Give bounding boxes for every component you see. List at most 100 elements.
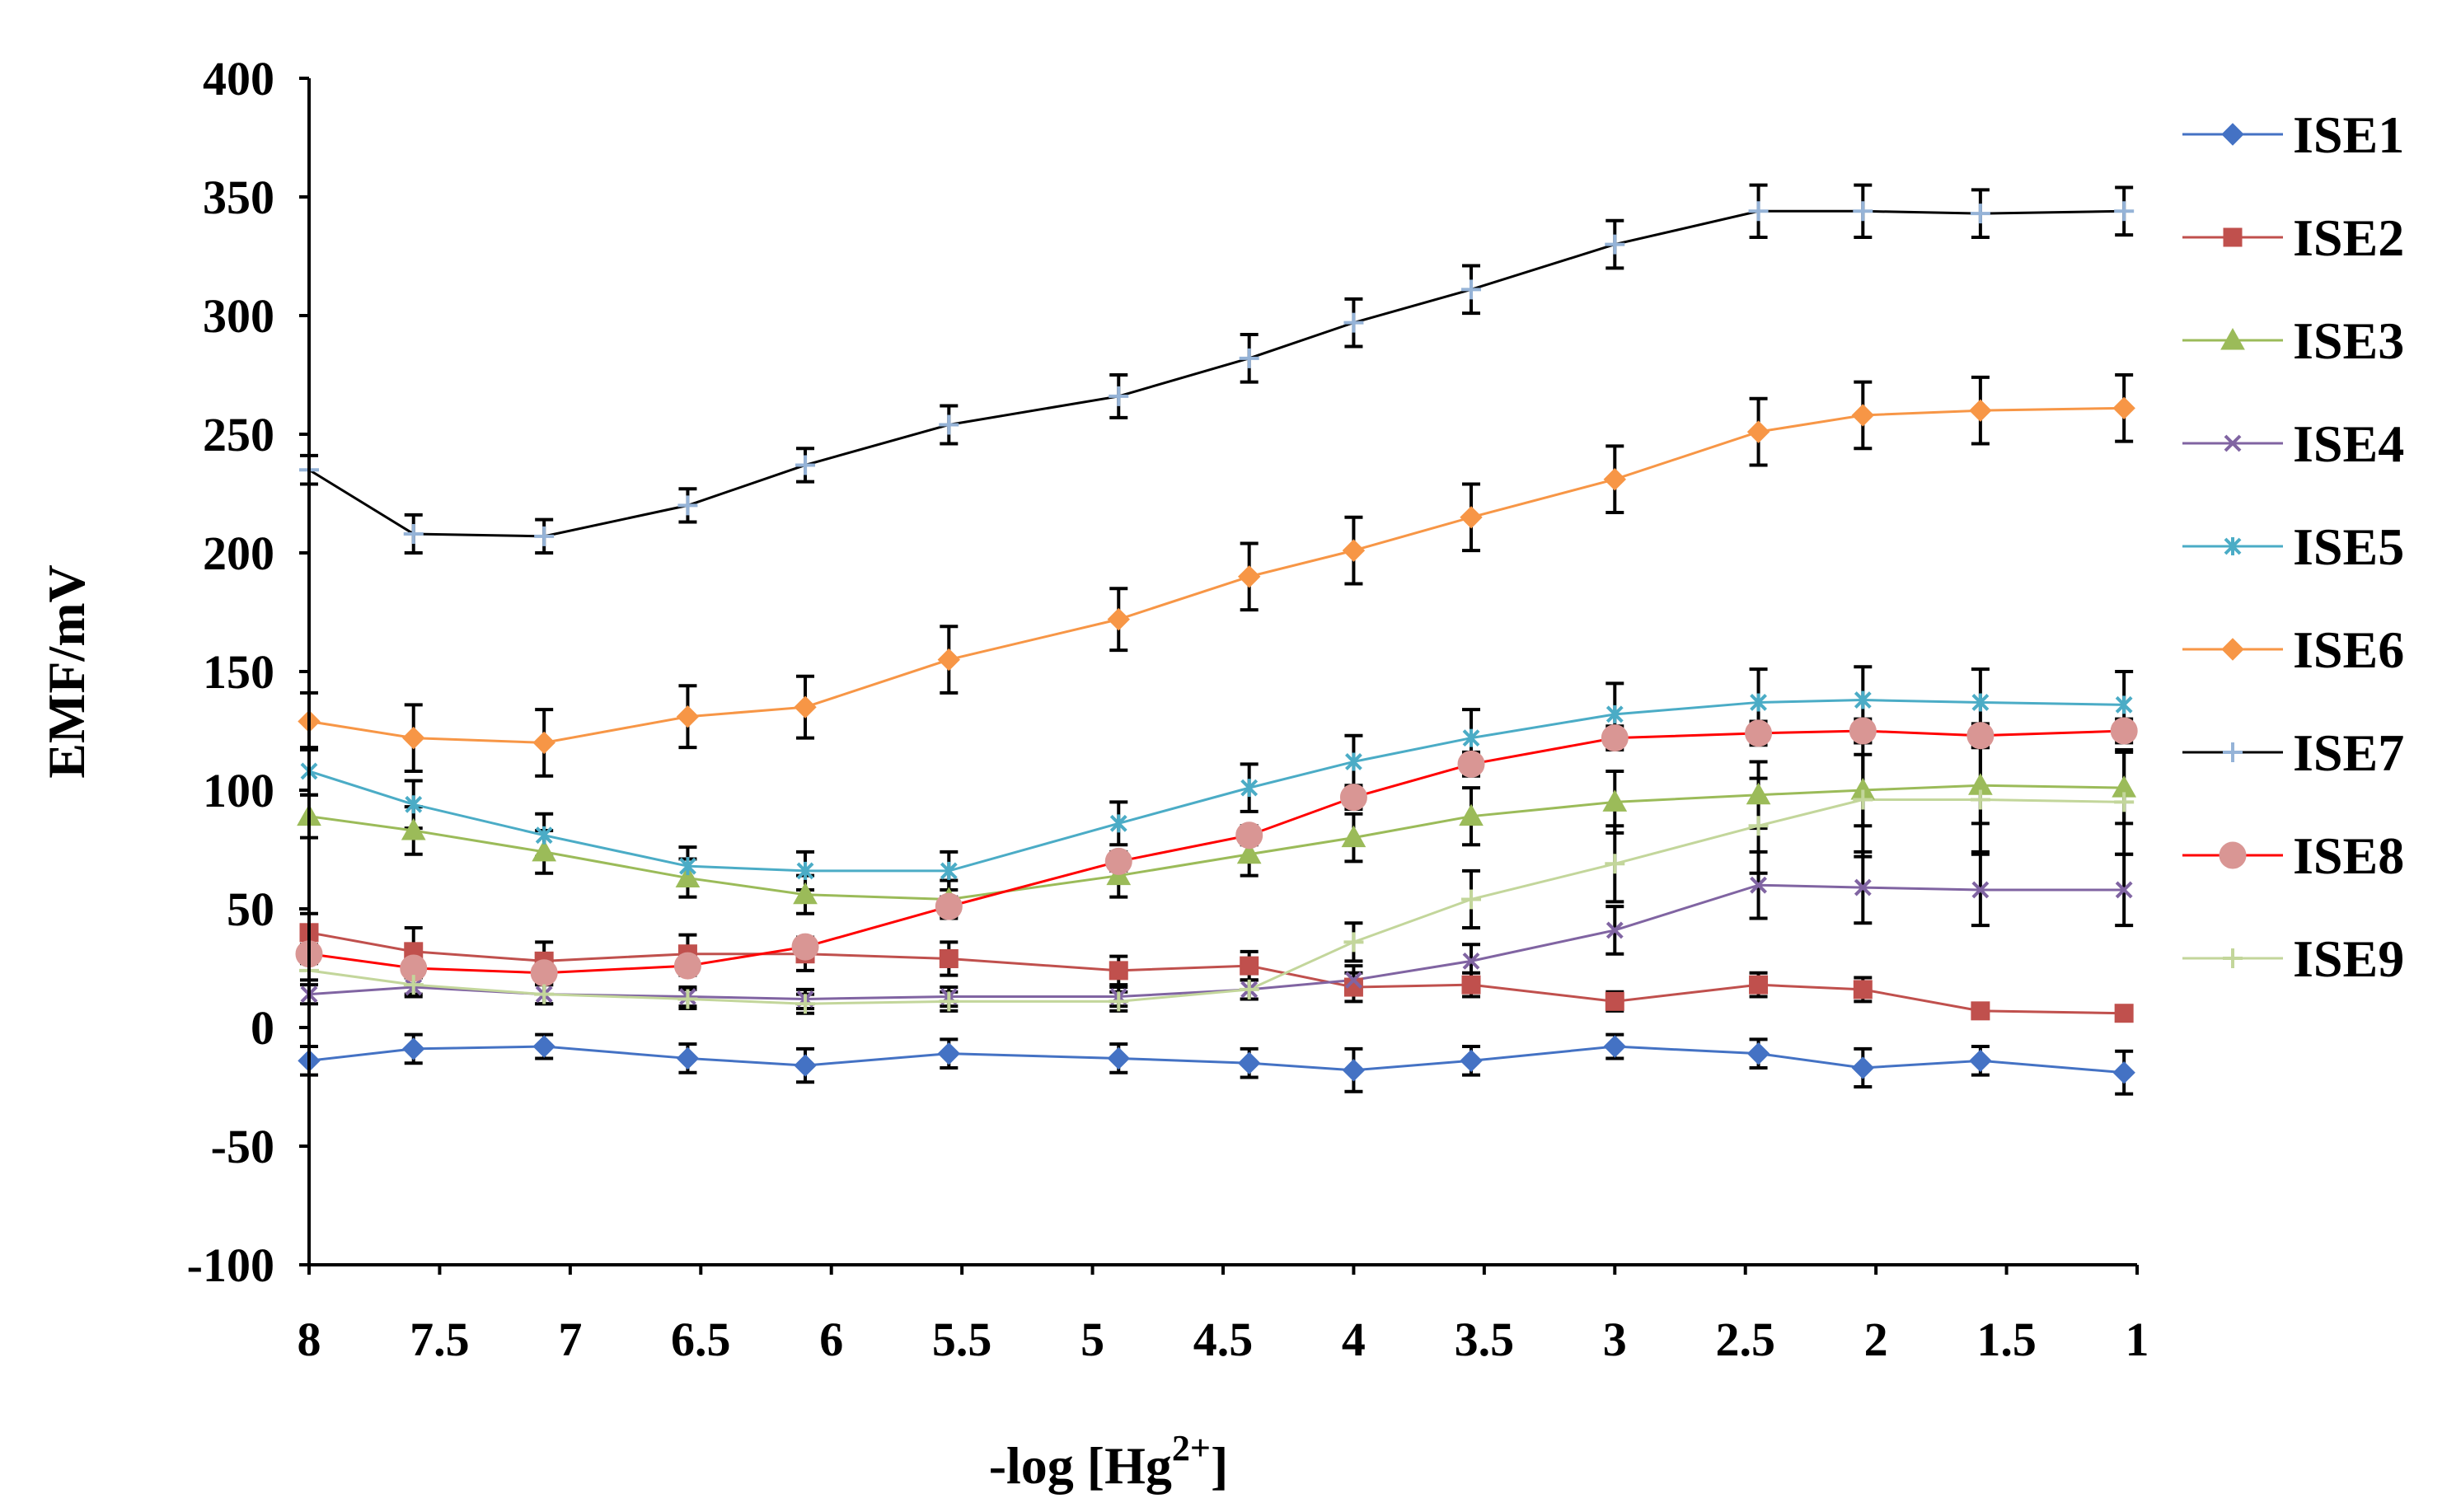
ise1-point — [1237, 1051, 1261, 1074]
ise4-point — [1971, 881, 1990, 899]
legend-label-ise9: ISE9 — [2293, 929, 2404, 988]
ise7-point — [2114, 201, 2135, 222]
ise5-point — [405, 795, 423, 814]
ise7-point — [1748, 201, 1769, 222]
ise7-point — [677, 495, 698, 516]
x-axis-title-suffix: ] — [1211, 1436, 1228, 1495]
ise9-point — [939, 991, 959, 1012]
ise8-point — [1745, 719, 1773, 747]
ise1-point — [937, 1042, 961, 1065]
ise7-point — [1109, 386, 1129, 406]
ise6-point — [1107, 607, 1130, 631]
x-tick-label: 7 — [558, 1313, 582, 1366]
legend-marker-ise9 — [2223, 948, 2243, 968]
ise8-point — [673, 952, 701, 980]
ise7-point — [1239, 348, 1259, 368]
ise4-point — [1345, 971, 1362, 989]
ise6-point — [937, 648, 961, 672]
ise8-point — [1104, 847, 1132, 875]
ise1-point — [1603, 1035, 1626, 1058]
ise3-point — [1602, 789, 1628, 812]
y-tick-label: 50 — [227, 882, 274, 936]
legend-label-ise4: ISE4 — [2293, 414, 2404, 473]
ise9-point — [1109, 991, 1129, 1012]
ise5-point — [679, 857, 696, 876]
legend-item-ise5: ISE5 — [2182, 517, 2404, 576]
ise1-point — [1107, 1046, 1130, 1070]
y-tick-label: 350 — [203, 171, 274, 224]
legend-item-ise8: ISE8 — [2182, 826, 2404, 885]
ise8-point — [1235, 822, 1263, 850]
ise1-point — [1746, 1042, 1770, 1065]
legend-marker-ise4 — [2224, 434, 2242, 452]
ise6-line — [308, 406, 2125, 744]
ise1-point — [1851, 1056, 1875, 1079]
ise6-point — [1603, 468, 1626, 491]
ise7-point — [1461, 279, 1482, 300]
ise3-point — [793, 882, 818, 905]
legend-label-ise5: ISE5 — [2293, 517, 2404, 576]
ise3-point — [1459, 803, 1484, 826]
ise7-point — [1343, 312, 1364, 333]
ise6-point — [532, 731, 555, 755]
x-axis-title: -log [Hg2+] — [989, 1428, 1229, 1495]
y-tick-label: 150 — [203, 645, 274, 699]
x-tick-label: 1 — [2126, 1313, 2149, 1366]
ise9-point — [1970, 789, 1990, 810]
x-tick-label: 6 — [819, 1313, 843, 1366]
ise3-point — [1341, 825, 1366, 848]
ise4-line — [308, 883, 2125, 1000]
ise7-point — [939, 414, 959, 435]
ise1-line — [308, 1045, 2125, 1074]
y-tick-label: 300 — [203, 289, 274, 343]
legend-label-ise1: ISE1 — [2293, 105, 2404, 164]
x-axis-title-main: -log [Hg — [989, 1436, 1172, 1495]
ise9-point — [677, 989, 698, 1009]
ise6-point — [1237, 565, 1261, 588]
x-tick-label: 8 — [298, 1313, 321, 1366]
y-tick-label: -50 — [211, 1120, 274, 1173]
ise8-point — [1457, 750, 1485, 778]
ise8-point — [1339, 784, 1367, 812]
ise9-point — [1748, 816, 1769, 836]
ise8-point — [1849, 717, 1877, 745]
legend-marker-ise8 — [2219, 841, 2247, 869]
ise6-point — [1342, 539, 1366, 562]
ise6-point — [1969, 399, 1992, 422]
ise8-point — [1601, 724, 1629, 752]
x-tick-label: 4 — [1342, 1313, 1366, 1366]
ise9-point — [1853, 789, 1873, 810]
ise9-point — [795, 994, 816, 1014]
series-lines — [308, 209, 2125, 1074]
ise2-point — [1605, 991, 1624, 1011]
y-axis-title: EMF/mV — [37, 564, 96, 779]
ise1-point — [532, 1035, 555, 1058]
ise5-point — [1750, 693, 1767, 712]
ise5-point — [2115, 695, 2133, 714]
legend-label-ise2: ISE2 — [2293, 208, 2404, 267]
ise6-point — [794, 695, 817, 719]
ise6-point — [1851, 404, 1875, 427]
ise8-point — [1966, 722, 1995, 750]
y-tick-label: 250 — [203, 408, 274, 461]
ise1-point — [402, 1037, 425, 1060]
ise2-point — [1461, 975, 1481, 995]
ise1-point — [794, 1054, 817, 1077]
ise3-point — [1236, 841, 1262, 864]
ise6-point — [676, 705, 700, 728]
x-tick-label: 7.5 — [410, 1313, 470, 1366]
legend-item-ise4: ISE4 — [2182, 414, 2404, 473]
x-tick-label: 6.5 — [671, 1313, 731, 1366]
ise9-point — [534, 984, 555, 1004]
x-axis-title-superscript: 2+ — [1172, 1428, 1211, 1468]
ise1-point — [676, 1046, 700, 1070]
ise6-point — [1460, 506, 1483, 529]
ise5-point — [796, 861, 814, 880]
legend-marker-ise5 — [2224, 537, 2242, 555]
ise7-point — [1605, 234, 1625, 255]
ise5-point — [1240, 779, 1259, 798]
legend-marker-ise2 — [2223, 227, 2243, 247]
ise9-point — [2114, 792, 2135, 812]
y-tick-label: 0 — [251, 1001, 274, 1055]
legend-item-ise1: ISE1 — [2182, 105, 2404, 164]
